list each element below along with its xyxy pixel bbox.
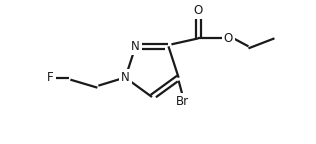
Text: N: N — [131, 40, 140, 53]
Text: O: O — [224, 32, 233, 45]
Text: N: N — [121, 71, 130, 84]
Text: Br: Br — [176, 95, 189, 108]
Text: O: O — [194, 4, 203, 17]
Text: F: F — [47, 71, 54, 84]
